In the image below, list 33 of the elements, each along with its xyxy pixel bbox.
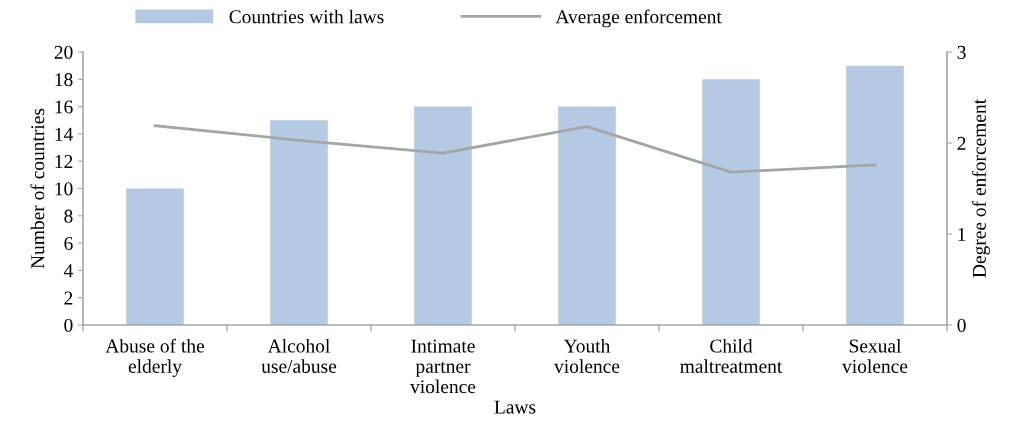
y-tick-label: 8: [64, 209, 73, 223]
legend-label: Countries with laws: [229, 9, 384, 24]
y-tick-label: 16: [55, 100, 73, 114]
bar: [846, 65, 904, 325]
bar: [270, 120, 328, 325]
x-tick-label: Youth violence: [554, 338, 620, 373]
y-tick-label: 0: [64, 318, 73, 332]
y2-tick-label: 3: [957, 45, 966, 59]
y-tick-label: 18: [55, 73, 73, 87]
y-axis-title: Number of countries: [30, 108, 45, 269]
x-tick-label: Child maltreatment: [680, 338, 783, 373]
x-tick-label: Abuse of the elderly: [105, 338, 204, 377]
y-tick-label: 4: [63, 264, 73, 278]
bar: [126, 188, 184, 325]
y-tick-label: 12: [55, 155, 73, 168]
bar: [414, 106, 472, 325]
y-tick-label: 20: [54, 45, 73, 59]
x-tick-label: Sexual violence: [842, 338, 908, 373]
x-tick-label: Alcohol use/abuse: [261, 338, 337, 373]
y-tick-label: 2: [64, 291, 73, 305]
x-axis-title: Laws: [494, 400, 536, 414]
line-series: [153, 124, 877, 174]
x-tick-label: Intimate partner violence: [410, 339, 476, 394]
y-tick-label: 6: [64, 236, 73, 251]
bar: [558, 106, 616, 325]
y2-axis-title: Degree of enforcement: [972, 99, 990, 278]
y2-tick-label: 0: [957, 318, 966, 332]
y2-tick-label: 2: [957, 136, 966, 150]
bar: [702, 79, 760, 325]
y-tick-label: 14: [55, 127, 73, 141]
y-tick-label: 10: [55, 182, 73, 196]
y2-tick-label: 1: [958, 227, 966, 241]
legend-label: Average enforcement: [555, 9, 722, 28]
